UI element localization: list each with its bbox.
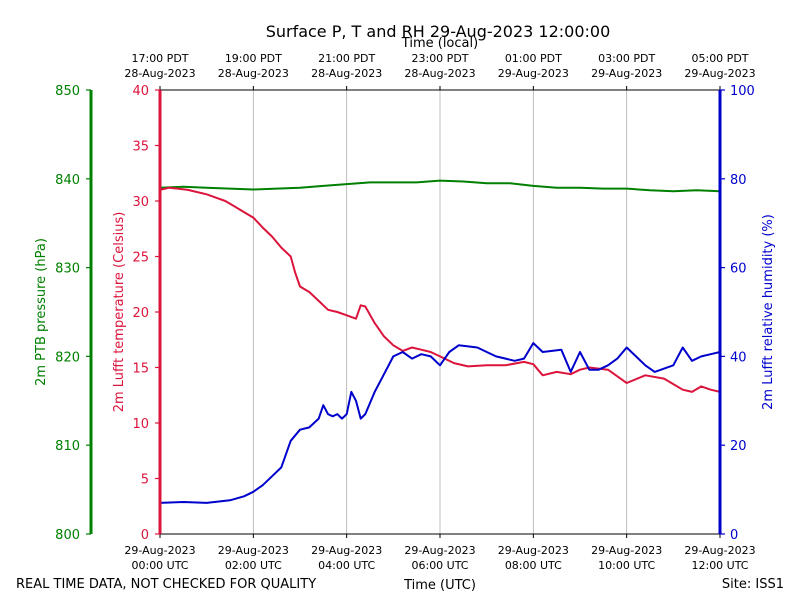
footer-quality-note: REAL TIME DATA, NOT CHECKED FOR QUALITY — [16, 577, 316, 592]
bottom-tick-label: 02:00 UTC — [225, 559, 282, 572]
bottom-tick-label: 06:00 UTC — [411, 559, 468, 572]
axis-tick-label: 15 — [132, 362, 149, 377]
top-tick-label: 23:00 PDT — [411, 52, 468, 65]
axis-tick-label: 40 — [730, 350, 747, 365]
top-tick-label: 05:00 PDT — [691, 52, 748, 65]
bottom-tick-label: 08:00 UTC — [505, 559, 562, 572]
top-tick-label: 29-Aug-2023 — [591, 67, 662, 80]
bottom-tick-label: 04:00 UTC — [318, 559, 375, 572]
bottom-tick-label: 12:00 UTC — [691, 559, 748, 572]
axis-tick-label: 40 — [132, 84, 149, 99]
axis-tick-label: 0 — [730, 528, 738, 543]
humidity-axis: 0 20 40 60 80 100 — [718, 84, 755, 543]
axis-tick-label: 25 — [132, 251, 149, 266]
humidity-axis-label: 2m Lufft relative humidity (%) — [761, 214, 776, 410]
humidity-series-line — [159, 342, 721, 504]
bottom-tick-label: 29-Aug-2023 — [498, 544, 569, 557]
top-tick-label: 28-Aug-2023 — [124, 67, 195, 80]
axis-tick-label: 830 — [55, 262, 80, 277]
top-tick-label: 29-Aug-2023 — [498, 67, 569, 80]
top-tick-label: 28-Aug-2023 — [404, 67, 475, 80]
bottom-axis-label: Time (UTC) — [403, 578, 476, 593]
axis-tick-label: 35 — [132, 140, 149, 155]
bottom-tick-label: 10:00 UTC — [598, 559, 655, 572]
top-tick-label: 19:00 PDT — [225, 52, 282, 65]
top-tick-label: 28-Aug-2023 — [218, 67, 289, 80]
top-tick-label: 29-Aug-2023 — [684, 67, 755, 80]
axis-tick-label: 840 — [55, 173, 80, 188]
axis-tick-label: 5 — [141, 473, 149, 488]
axis-tick-label: 10 — [132, 417, 149, 432]
top-tick-label: 01:00 PDT — [505, 52, 562, 65]
axis-tick-label: 0 — [141, 528, 149, 543]
axis-tick-label: 820 — [55, 350, 80, 365]
chart-title: Surface P, T and RH 29-Aug-2023 12:00:00 — [266, 22, 611, 41]
top-tick-label: 17:00 PDT — [131, 52, 188, 65]
axis-tick-label: 30 — [132, 195, 149, 210]
bottom-tick-label: 29-Aug-2023 — [404, 544, 475, 557]
pressure-axis-label: 2m PTB pressure (hPa) — [34, 238, 49, 386]
top-axis-label: Time (local) — [401, 36, 478, 51]
grid-lines — [252, 90, 628, 534]
axis-tick-label: 100 — [730, 84, 755, 99]
bottom-tick-label: 29-Aug-2023 — [124, 544, 195, 557]
temperature-axis-label: 2m Lufft temperature (Celsius) — [112, 212, 127, 413]
axis-tick-label: 800 — [55, 528, 80, 543]
bottom-axis: 29-Aug-2023 00:00 UTC 29-Aug-2023 02:00 UTC… — [124, 534, 756, 572]
top-tick-label: 28-Aug-2023 — [311, 67, 382, 80]
temperature-series-line — [159, 186, 721, 393]
axis-tick-label: 810 — [55, 439, 80, 454]
axis-tick-label: 20 — [132, 306, 149, 321]
bottom-tick-label: 29-Aug-2023 — [218, 544, 289, 557]
bottom-tick-label: 29-Aug-2023 — [311, 544, 382, 557]
axis-tick-label: 20 — [730, 439, 747, 454]
top-axis: 17:00 PDT 28-Aug-2023 19:00 PDT 28-Aug-2023… — [124, 52, 756, 90]
series-layer — [159, 179, 721, 504]
temperature-axis: 0 5 10 15 20 25 30 35 40 — [132, 84, 162, 543]
bottom-tick-label: 29-Aug-2023 — [684, 544, 755, 557]
pressure-series-line — [159, 179, 721, 193]
axis-tick-label: 80 — [730, 173, 747, 188]
footer-site: Site: ISS1 — [722, 577, 784, 592]
top-tick-label: 21:00 PDT — [318, 52, 375, 65]
pressure-axis: 800 810 820 830 840 850 — [55, 84, 93, 543]
bottom-tick-label: 29-Aug-2023 — [591, 544, 662, 557]
top-tick-label: 03:00 PDT — [598, 52, 655, 65]
axis-tick-label: 850 — [55, 84, 80, 99]
bottom-tick-label: 00:00 UTC — [131, 559, 188, 572]
axis-tick-label: 60 — [730, 262, 747, 277]
